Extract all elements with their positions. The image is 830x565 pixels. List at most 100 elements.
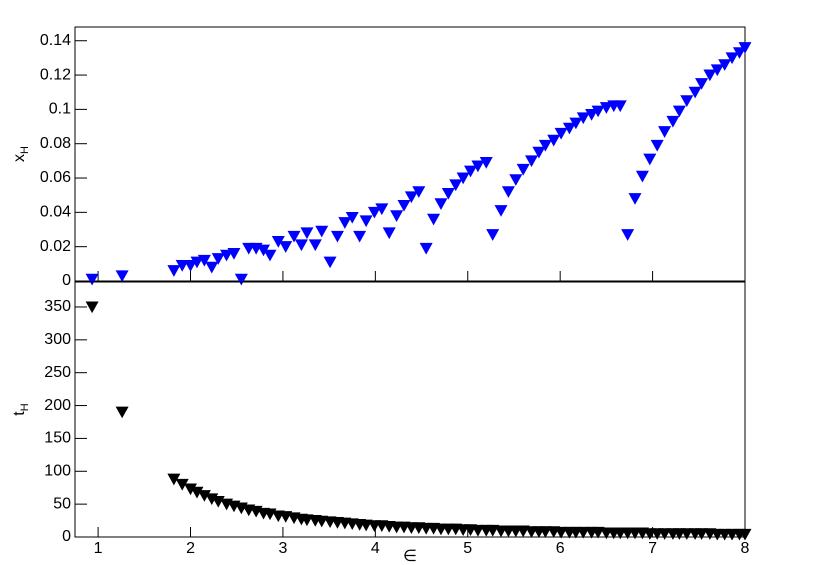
x-tick-label: 4	[371, 540, 380, 557]
marker	[538, 526, 552, 538]
marker	[576, 112, 590, 125]
marker	[718, 59, 732, 71]
y-tick-label: 0.04	[40, 204, 71, 221]
marker	[569, 117, 583, 130]
marker	[525, 155, 539, 168]
plot-frame	[74, 281, 746, 538]
x-tick-label: 6	[556, 540, 565, 557]
marker	[441, 187, 455, 200]
marker	[666, 115, 680, 128]
marker	[688, 86, 702, 99]
marker	[464, 165, 478, 178]
y-tick-label: 200	[44, 397, 71, 414]
x-tick-label: 7	[648, 540, 657, 557]
marker	[695, 78, 709, 90]
marker	[710, 64, 724, 77]
marker	[184, 260, 198, 272]
marker	[591, 105, 605, 118]
y-tick-label: 0.14	[40, 32, 71, 49]
marker	[427, 213, 441, 226]
marker	[287, 230, 301, 243]
y-tick-label: 250	[44, 364, 71, 381]
marker	[658, 528, 672, 540]
y-tick-label: 0.12	[40, 66, 71, 83]
marker	[390, 210, 404, 222]
marker	[115, 406, 129, 419]
y-tick-label: 300	[44, 331, 71, 348]
marker	[279, 241, 293, 253]
marker	[725, 52, 739, 65]
marker	[404, 191, 418, 204]
marker	[211, 253, 225, 265]
marker	[635, 170, 649, 183]
marker	[501, 186, 515, 198]
marker	[175, 260, 189, 272]
marker	[382, 227, 396, 240]
marker	[115, 270, 129, 283]
marker	[167, 265, 181, 277]
marker	[434, 198, 448, 210]
y-tick-label: 0.02	[40, 238, 71, 255]
marker	[456, 172, 470, 185]
marker	[680, 95, 694, 107]
y-tick-label: 0.06	[40, 169, 71, 186]
y-tick-label: 150	[44, 430, 71, 447]
y-tick-label: 0.1	[49, 101, 71, 118]
marker	[197, 254, 211, 267]
marker	[338, 217, 352, 229]
marker	[85, 301, 99, 314]
x-axis-label: ∈	[403, 548, 417, 565]
marker	[315, 225, 329, 238]
marker	[643, 153, 657, 166]
marker	[397, 199, 411, 212]
marker	[308, 239, 322, 252]
marker	[576, 526, 590, 539]
y-axis-label: tH	[11, 403, 31, 415]
x-tick-label: 1	[94, 540, 103, 557]
marker	[184, 483, 198, 496]
marker	[509, 174, 523, 186]
marker	[323, 256, 337, 269]
marker	[650, 139, 664, 152]
x-tick-label: 3	[278, 540, 287, 557]
marker	[190, 486, 204, 499]
marker	[585, 109, 599, 121]
marker	[672, 105, 686, 118]
marker	[703, 69, 717, 82]
marker	[599, 102, 613, 114]
marker	[85, 273, 99, 286]
marker	[562, 122, 576, 135]
marker	[449, 179, 463, 192]
marker	[330, 230, 344, 243]
y-tick-label: 0	[62, 272, 71, 289]
y-axis-label: xH	[11, 146, 31, 162]
marker	[658, 126, 672, 138]
marker	[471, 160, 485, 173]
marker	[345, 211, 359, 224]
marker	[479, 157, 493, 169]
marker	[554, 127, 568, 140]
marker	[471, 524, 485, 537]
marker	[197, 490, 211, 502]
marker	[695, 528, 709, 540]
marker	[494, 205, 508, 217]
x-tick-label: 5	[463, 540, 472, 557]
marker	[205, 261, 219, 274]
marker	[190, 256, 204, 269]
y-tick-label: 0	[62, 528, 71, 545]
marker	[547, 134, 561, 147]
marker	[220, 249, 234, 262]
marker	[613, 100, 627, 113]
marker	[175, 478, 189, 491]
marker	[628, 193, 642, 205]
marker	[738, 528, 752, 541]
y-tick-label: 350	[44, 298, 71, 315]
marker	[271, 236, 285, 248]
marker	[516, 163, 530, 176]
marker	[486, 229, 500, 241]
marker	[680, 528, 694, 540]
plot-frame	[74, 26, 746, 282]
marker	[257, 244, 271, 257]
marker	[419, 242, 433, 255]
marker	[359, 215, 373, 228]
